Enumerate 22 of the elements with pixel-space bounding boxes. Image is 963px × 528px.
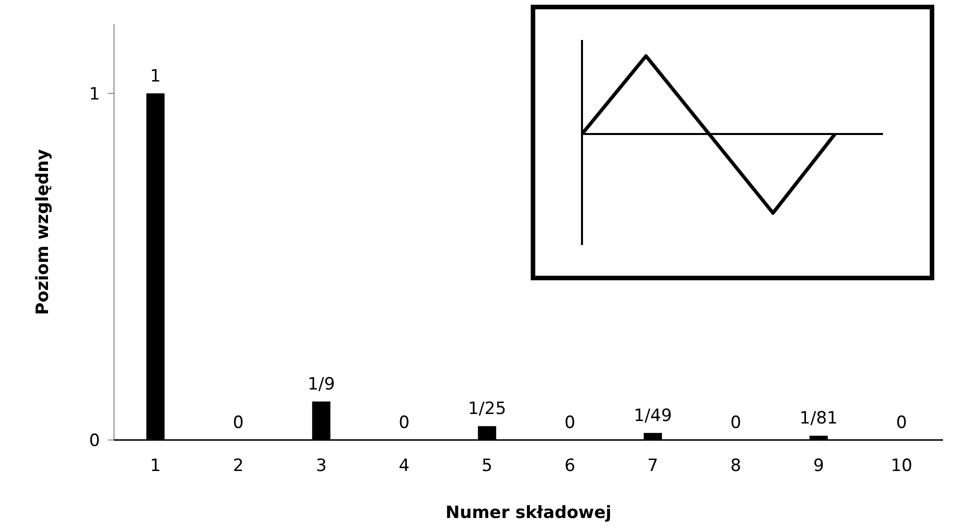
data-label: 1 bbox=[150, 66, 161, 86]
x-tick-label: 8 bbox=[730, 456, 742, 476]
data-label: 1/81 bbox=[800, 408, 838, 429]
data-label: 1/25 bbox=[468, 399, 506, 420]
x-tick-label: 4 bbox=[398, 456, 410, 476]
x-tick-label: 7 bbox=[647, 456, 658, 476]
x-tick-label: 9 bbox=[813, 456, 824, 476]
data-label: 0 bbox=[232, 413, 244, 433]
x-tick-label: 10 bbox=[890, 456, 912, 476]
x-tick-label: 2 bbox=[232, 456, 244, 476]
x-tick-label: 6 bbox=[564, 456, 576, 476]
data-label: 0 bbox=[730, 413, 742, 433]
data-label: 0 bbox=[564, 413, 576, 433]
x-tick-label: 1 bbox=[150, 456, 161, 476]
x-tick-label: 3 bbox=[316, 456, 327, 476]
data-label: 1/9 bbox=[308, 374, 335, 395]
x-tick-label: 5 bbox=[482, 456, 492, 476]
data-label: 1/49 bbox=[634, 406, 672, 426]
y-axis-title: Poziom względny bbox=[33, 149, 53, 315]
x-axis-title: Numer składowej bbox=[446, 503, 612, 523]
data-label: 0 bbox=[896, 413, 907, 433]
data-label: 0 bbox=[398, 413, 410, 433]
